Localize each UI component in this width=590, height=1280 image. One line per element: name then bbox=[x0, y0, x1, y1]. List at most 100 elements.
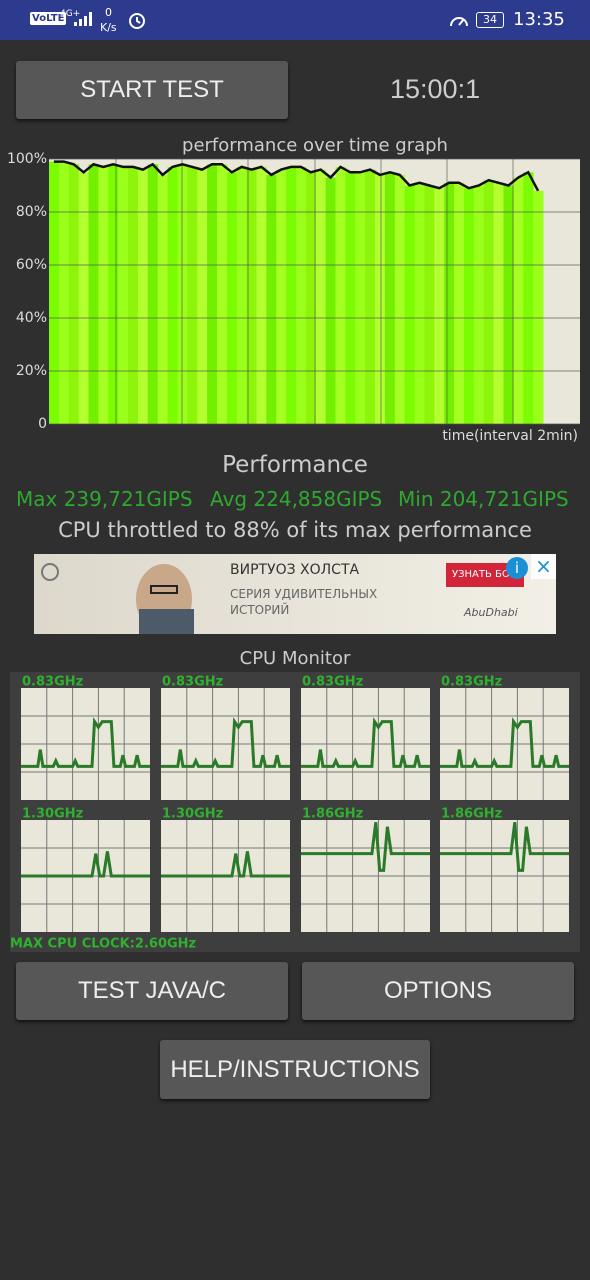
test-java-button[interactable]: TEST JAVA/C bbox=[16, 962, 288, 1020]
max-perf: Max 239,721GIPS bbox=[16, 487, 193, 511]
core-frequency: 0.83GHz bbox=[302, 675, 363, 690]
core-load-line bbox=[21, 717, 150, 768]
performance-bar bbox=[256, 166, 267, 424]
ad-brand: AbuDhabi bbox=[464, 606, 518, 619]
throttle-text: CPU throttled to 88% of its max performa… bbox=[58, 518, 532, 542]
performance-bar bbox=[305, 172, 317, 424]
performance-bar bbox=[404, 185, 416, 424]
cpu-monitor-title: CPU Monitor bbox=[239, 648, 351, 669]
help-button[interactable]: HELP/INSTRUCTIONS bbox=[160, 1040, 430, 1099]
performance-bar bbox=[286, 166, 297, 424]
performance-bar bbox=[444, 182, 455, 424]
core-load-line bbox=[21, 851, 150, 878]
performance-graph: performance over time graph time(interva… bbox=[7, 135, 580, 444]
core-frequency: 1.30GHz bbox=[162, 807, 223, 822]
performance-bar bbox=[345, 172, 356, 424]
y-tick-label: 0 bbox=[38, 416, 47, 432]
performance-bar bbox=[78, 172, 90, 424]
performance-bar bbox=[355, 172, 366, 424]
ad-close[interactable]: × bbox=[531, 554, 556, 579]
core-frequency: 0.83GHz bbox=[162, 675, 223, 690]
performance-bar bbox=[365, 169, 376, 424]
core-load-line bbox=[161, 851, 290, 878]
y-tick-label: 80% bbox=[16, 204, 47, 220]
performance-bar bbox=[454, 182, 465, 424]
performance-bar bbox=[98, 166, 109, 424]
clock: 13:35 bbox=[513, 9, 565, 30]
performance-bar bbox=[167, 166, 178, 424]
performance-bar bbox=[325, 177, 337, 424]
performance-bar bbox=[375, 174, 386, 424]
ad-art bbox=[41, 563, 194, 634]
performance-bar bbox=[414, 182, 425, 424]
options-button[interactable]: OPTIONS bbox=[302, 962, 574, 1020]
ad-title: ВИРТУОЗ ХОЛСТА bbox=[230, 562, 360, 578]
ad-subtitle: ИСТОРИЙ bbox=[230, 603, 290, 617]
ad-subtitle: СЕРИЯ УДИВИТЕЛЬНЫХ bbox=[230, 587, 378, 601]
performance-bar bbox=[266, 174, 277, 424]
core-load-line bbox=[161, 717, 290, 768]
signal-type: 4G+ bbox=[60, 9, 81, 19]
performance-bar bbox=[157, 174, 169, 424]
core-load-line bbox=[301, 822, 430, 872]
cpu-monitor: MAX CPU CLOCK:2.60GHz 0.83GHz 0.83GHz 0.83… bbox=[10, 672, 580, 952]
performance-bar bbox=[187, 166, 198, 424]
speed-icon bbox=[450, 17, 468, 27]
performance-bar bbox=[394, 174, 406, 424]
performance-bar bbox=[424, 185, 435, 424]
performance-bar bbox=[147, 164, 159, 425]
performance-heading: Performance bbox=[222, 452, 368, 478]
performance-bar bbox=[216, 164, 228, 425]
x-axis-label: time(interval 2min) bbox=[442, 428, 578, 444]
performance-bar bbox=[118, 166, 129, 424]
y-tick-label: 60% bbox=[16, 257, 47, 273]
timer: 15:00:1 bbox=[390, 74, 481, 104]
signal-icon bbox=[74, 12, 92, 26]
y-tick-label: 40% bbox=[16, 310, 47, 326]
performance-bar bbox=[137, 169, 149, 424]
performance-bar bbox=[207, 164, 218, 425]
performance-bar bbox=[533, 190, 544, 424]
core-frequency: 1.86GHz bbox=[302, 807, 363, 822]
performance-bar bbox=[315, 169, 327, 424]
performance-bar bbox=[88, 164, 99, 425]
net-speed: 0 bbox=[105, 6, 112, 19]
performance-bar bbox=[128, 166, 139, 424]
min-perf: Min 204,721GIPS bbox=[398, 487, 569, 511]
performance-bar bbox=[246, 169, 257, 424]
performance-bar bbox=[108, 164, 119, 425]
performance-bar bbox=[68, 164, 80, 425]
ad-banner[interactable]: ВИРТУОЗ ХОЛСТА СЕРИЯ УДИВИТЕЛЬНЫХ ИСТОРИ… bbox=[34, 554, 556, 634]
core-frequency: 0.83GHz bbox=[441, 675, 502, 690]
core-frequency: 0.83GHz bbox=[22, 675, 83, 690]
core-load-line bbox=[440, 822, 569, 872]
performance-bar bbox=[463, 188, 475, 424]
performance-bar bbox=[197, 169, 208, 424]
performance-bar bbox=[513, 177, 524, 424]
core-load-line bbox=[301, 717, 430, 768]
volte-icon: VoLTE bbox=[30, 12, 67, 25]
performance-bar bbox=[58, 161, 70, 424]
performance-bar bbox=[473, 185, 485, 424]
performance-bar bbox=[226, 172, 238, 424]
performance-bar bbox=[276, 169, 287, 424]
battery: 34 bbox=[476, 12, 504, 28]
performance-bar bbox=[483, 180, 495, 424]
core-frequency: 1.86GHz bbox=[441, 807, 502, 822]
performance-bar bbox=[335, 166, 346, 424]
y-tick-label: 100% bbox=[7, 151, 47, 167]
performance-bar bbox=[523, 172, 534, 424]
performance-bar bbox=[384, 172, 396, 424]
start-test-button[interactable]: START TEST bbox=[16, 61, 288, 119]
max-cpu-clock: MAX CPU CLOCK:2.60GHz bbox=[10, 937, 196, 952]
performance-bar bbox=[236, 166, 248, 424]
performance-bar bbox=[503, 185, 514, 424]
graph-title: performance over time graph bbox=[182, 135, 448, 156]
y-tick-label: 20% bbox=[16, 363, 47, 379]
core-frequency: 1.30GHz bbox=[22, 807, 83, 822]
performance-bar bbox=[49, 161, 60, 424]
ad-info[interactable]: i bbox=[506, 557, 528, 579]
performance-line bbox=[53, 160, 540, 192]
performance-bar bbox=[177, 164, 188, 425]
